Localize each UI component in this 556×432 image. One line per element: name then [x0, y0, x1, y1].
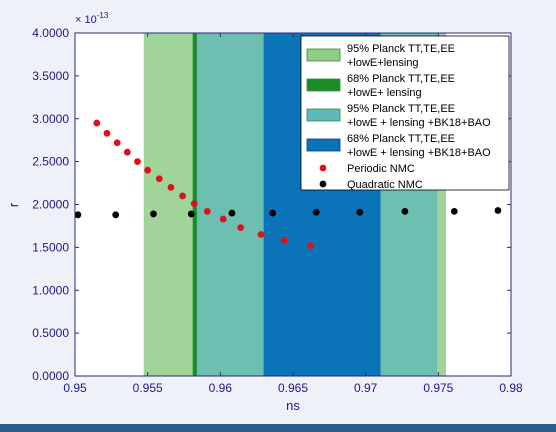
- y-axis-label: r: [6, 202, 21, 207]
- x-axis-label: ns: [286, 398, 300, 413]
- y-tick-label-7: 3.0000: [32, 112, 69, 126]
- periodic-nmc-point-8: [167, 183, 175, 191]
- quadratic-nmc-point-8: [356, 208, 364, 216]
- periodic-nmc-point-9: [179, 192, 186, 200]
- legend-swatch-3: [306, 108, 341, 122]
- legend-swatch-4: [306, 138, 341, 152]
- periodic-nmc-point-14: [257, 231, 265, 238]
- y-axis-ticks: 0.0000 0.5000 1.0000 1.5000 2.0000 2.5000 3.00…: [32, 26, 511, 383]
- legend-label-5-line-1: Periodic NMC: [347, 163, 415, 175]
- periodic-nmc-point-11: [203, 207, 211, 215]
- quadratic-nmc-point-2: [112, 211, 120, 219]
- quadratic-nmc-point-7: [312, 208, 320, 216]
- periodic-nmc-point-4: [123, 148, 131, 156]
- legend: 95% Planck TT,TE,EE +lowE+lensing 68% Plan…: [300, 35, 510, 191]
- quadratic-nmc-point-5: [228, 209, 236, 217]
- periodic-nmc-point-6: [144, 166, 152, 174]
- legend-label-4-line-2: +lowE + lensing +BK18+BAO: [347, 147, 491, 159]
- legend-label-3-line-1: 95% Planck TT,TE,EE: [347, 103, 455, 115]
- periodic-nmc-point-10: [190, 200, 198, 208]
- legend-label-2-line-2: +lowE+ lensing: [347, 87, 422, 99]
- legend-label-2-line-1: 68% Planck TT,TE,EE: [347, 73, 455, 85]
- quadratic-nmc-point-10: [450, 207, 458, 215]
- periodic-nmc-point-16: [307, 242, 314, 250]
- quadratic-nmc-point-9: [401, 207, 409, 215]
- data-points: [74, 119, 502, 250]
- legend-marker-5: [319, 164, 327, 172]
- periodic-nmc-point-15: [280, 237, 288, 244]
- bottom-status-bar: [0, 424, 556, 432]
- periodic-nmc-point-2: [103, 129, 111, 137]
- x-tick-label-3: 0.96: [209, 381, 233, 395]
- x-tick-label-2: 0.955: [133, 381, 163, 395]
- legend-label-3-line-2: +lowE + lensing +BK18+BAO: [347, 117, 491, 129]
- y-tick-label-8: 3.5000: [32, 69, 69, 83]
- y-tick-label-1: 0.0000: [32, 369, 69, 383]
- legend-label-1-line-2: +lowE+lensing: [347, 57, 419, 69]
- x-tick-label-1: 0.95: [63, 381, 87, 395]
- x-tick-label-6: 0.975: [423, 381, 453, 395]
- y-tick-label-4: 1.5000: [32, 240, 69, 254]
- quadratic-nmc-point-3: [150, 210, 157, 218]
- periodic-nmc-point-13: [237, 224, 245, 232]
- legend-swatch-1: [306, 48, 341, 62]
- periodic-nmc-point-3: [113, 139, 121, 147]
- legend-label-6-line-1: Quadratic NMC: [347, 179, 423, 191]
- quadratic-nmc-point-6: [269, 209, 277, 217]
- periodic-nmc-point-5: [134, 158, 141, 166]
- y-tick-label-2: 0.5000: [32, 326, 69, 340]
- legend-label-4-line-1: 68% Planck TT,TE,EE: [347, 133, 455, 145]
- quadratic-nmc-point-4: [187, 210, 195, 218]
- quadratic-nmc-point-1: [74, 211, 82, 219]
- legend-label-1-line-1: 95% Planck TT,TE,EE: [347, 43, 455, 55]
- quadratic-nmc-point-11: [494, 207, 502, 214]
- legend-marker-6: [319, 180, 327, 188]
- x-tick-label-5: 0.97: [354, 381, 378, 395]
- x-tick-label-4: 0.965: [278, 381, 308, 395]
- x-tick-label-7: 0.98: [499, 381, 523, 395]
- periodic-nmc-point-12: [219, 215, 227, 223]
- x-axis-ticks: 0.95 0.955 0.96 0.965 0.97 0.975 0.98: [63, 33, 523, 395]
- y-tick-label-3: 1.0000: [32, 283, 69, 297]
- periodic-nmc-point-7: [155, 175, 163, 183]
- y-axis-exponent-label: × 10-13: [75, 11, 109, 26]
- y-tick-label-9: 4.0000: [32, 26, 69, 40]
- y-tick-label-5: 2.0000: [32, 198, 69, 212]
- y-tick-label-6: 2.5000: [32, 155, 69, 169]
- periodic-nmc-point-1: [93, 119, 101, 127]
- legend-swatch-2: [306, 78, 341, 92]
